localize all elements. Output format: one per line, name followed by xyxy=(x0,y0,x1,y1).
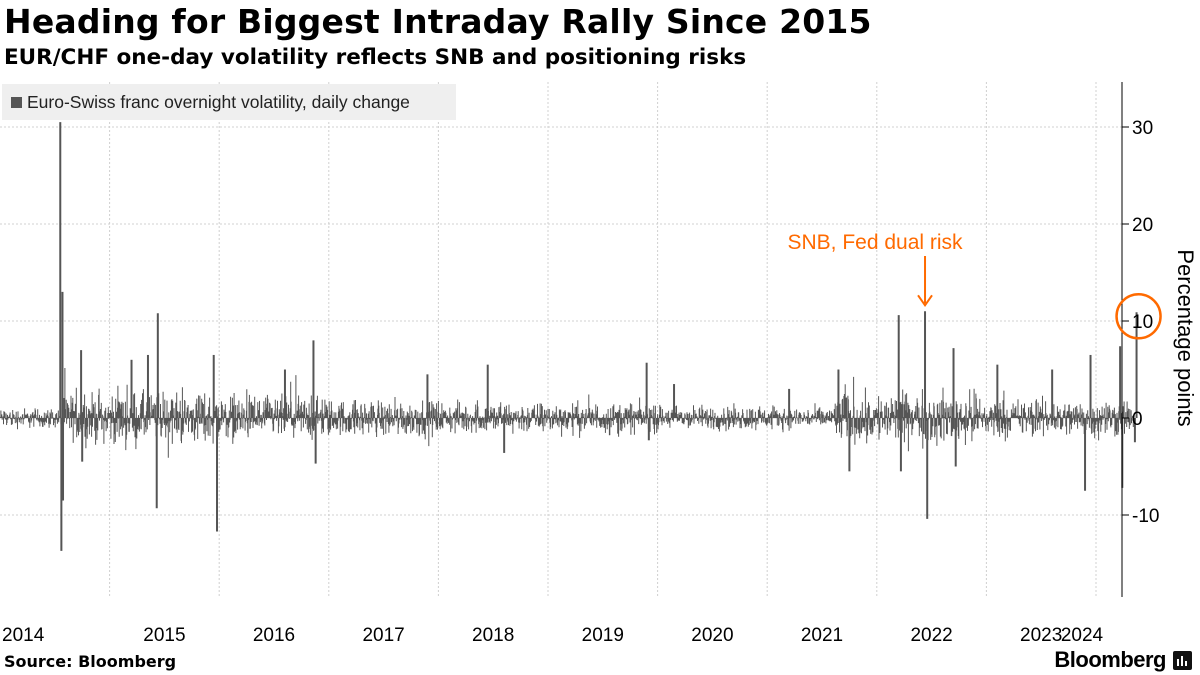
annotation-circle xyxy=(1115,293,1162,340)
brand-logo-text: Bloomberg xyxy=(1054,647,1166,672)
y-axis-label: Percentage points xyxy=(1173,249,1198,426)
legend-label: Euro-Swiss franc overnight volatility, d… xyxy=(27,91,410,112)
source-note: Source: Bloomberg xyxy=(4,652,177,671)
x-tick-label: 2019 xyxy=(582,625,624,646)
y-tick-label: 0 xyxy=(1132,409,1143,430)
x-tick-label: 2021 xyxy=(801,625,843,646)
annotations: SNB, Fed dual risk xyxy=(787,231,1162,340)
x-tick-label: 2015 xyxy=(143,625,185,646)
data-bars xyxy=(0,122,1138,551)
x-tick-label: 2024 xyxy=(1061,625,1104,646)
legend: Euro-Swiss franc overnight volatility, d… xyxy=(2,84,456,120)
y-tick-label: 30 xyxy=(1132,118,1153,139)
y-tick-label: 10 xyxy=(1132,312,1153,333)
x-tick-label: 2022 xyxy=(910,625,952,646)
x-tick-label: 2020 xyxy=(691,625,733,646)
x-tick-label: 2018 xyxy=(472,625,514,646)
chart-subtitle: EUR/CHF one-day volatility reflects SNB … xyxy=(4,45,747,70)
annotation-arrow-head xyxy=(917,294,933,308)
grid-lines xyxy=(0,82,1122,597)
x-tick-label: 2016 xyxy=(253,625,295,646)
legend-swatch xyxy=(11,96,22,108)
x-tick-label: 2017 xyxy=(362,625,404,646)
y-axis: -10 0 10 20 30 xyxy=(1121,82,1159,597)
x-axis: 2014 2015 2016 2017 2018 2019 2020 2021 2022 2023… xyxy=(2,625,1104,646)
x-tick-label: 2023 xyxy=(1020,625,1062,646)
annotation-label: SNB, Fed dual risk xyxy=(787,231,963,254)
y-tick-label: -10 xyxy=(1132,506,1159,527)
volatility-noise-bars xyxy=(0,368,1134,458)
chart-title: Heading for Biggest Intraday Rally Since… xyxy=(4,2,872,41)
x-tick-label: 2014 xyxy=(2,625,45,646)
bloomberg-bars-icon xyxy=(1173,651,1192,670)
y-tick-label: 20 xyxy=(1132,215,1153,236)
